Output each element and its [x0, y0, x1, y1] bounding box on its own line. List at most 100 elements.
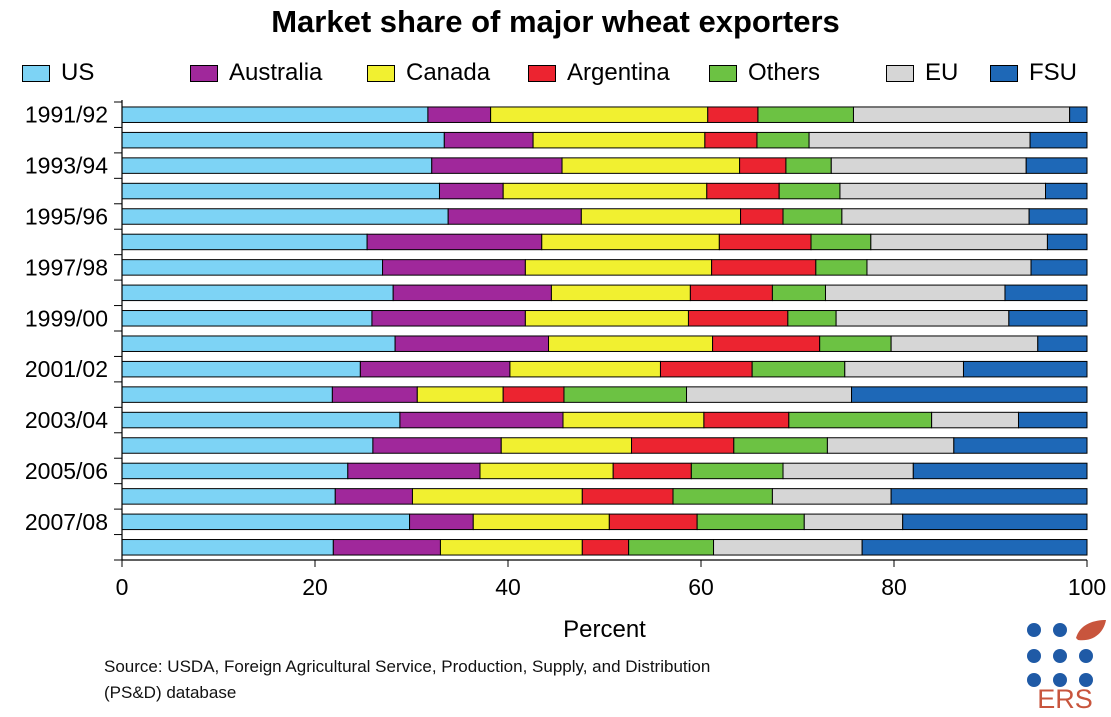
- bar-1998-99-australia: [392, 284, 552, 302]
- bar-1996-97-canada: [541, 233, 720, 251]
- bar-2005-06-us: [121, 462, 349, 480]
- bar-2000-01-argentina: [712, 335, 821, 352]
- bar-2008-09-canada: [439, 539, 583, 556]
- bar-1998-99-eu: [824, 284, 1006, 302]
- bar-2001-02-argentina: [659, 360, 753, 378]
- legend-swatch-others: [709, 64, 737, 82]
- x-axis-title: Percent: [563, 616, 646, 643]
- bar-2007-08-others: [696, 513, 805, 531]
- bar-1993-94-us: [121, 157, 433, 174]
- source-line-2: (PS&D) database: [104, 683, 237, 702]
- bar-1992-93-others: [756, 131, 810, 149]
- bar-1992-93-argentina: [704, 131, 758, 149]
- bar-2002-03-eu: [686, 386, 853, 403]
- bar-1996-97-fsu: [1046, 233, 1088, 251]
- bar-1996-97-eu: [870, 233, 1048, 251]
- bar-1997-98-us: [121, 259, 384, 276]
- x-tick-label: 100: [1068, 574, 1106, 600]
- bar-1995-96-us: [121, 208, 449, 225]
- bar-1994-95-australia: [438, 182, 504, 200]
- bar-2008-09-eu: [713, 539, 863, 556]
- bar-2003-04-argentina: [703, 411, 790, 429]
- bar-2007-08-eu: [803, 513, 904, 531]
- bar-2002-03-others: [563, 386, 688, 403]
- bar-2004-05-us: [121, 437, 374, 454]
- bar-1996-97-us: [121, 233, 368, 251]
- bar-1997-98-fsu: [1030, 259, 1088, 276]
- legend-swatch-canada: [367, 64, 395, 82]
- bar-1999-00-canada: [524, 310, 689, 327]
- legend-label-fsu: FSU: [1029, 59, 1077, 86]
- bar-1997-98-australia: [382, 259, 526, 276]
- bar-1999-00-others: [787, 310, 837, 327]
- bar-1994-95-fsu: [1045, 182, 1088, 200]
- legend-label-us: US: [61, 59, 95, 86]
- bar-1999-00-argentina: [687, 310, 789, 327]
- bar-1998-99-others: [771, 284, 826, 302]
- bar-1993-94-australia: [431, 157, 563, 174]
- legend-swatch-fsu: [990, 64, 1018, 82]
- bar-1991-92-australia: [427, 106, 492, 123]
- bar-2005-06-fsu: [912, 462, 1088, 480]
- bar-1991-92-eu: [852, 106, 1071, 123]
- y-tick-label: 1999/00: [25, 305, 108, 331]
- bar-2005-06-eu: [782, 462, 914, 480]
- bar-2004-05-fsu: [953, 437, 1088, 454]
- bar-2007-08-argentina: [608, 513, 698, 531]
- bar-2000-01-eu: [890, 335, 1039, 352]
- bar-2008-09-others: [628, 539, 715, 556]
- y-tick-label: 1993/94: [25, 153, 108, 179]
- x-tick-label: 80: [881, 574, 907, 600]
- bar-2003-04-us: [121, 411, 401, 429]
- bar-2004-05-australia: [372, 437, 502, 454]
- bar-1994-95-argentina: [706, 182, 780, 200]
- bar-2003-04-fsu: [1017, 411, 1088, 429]
- bar-2003-04-australia: [399, 411, 564, 429]
- bar-2007-08-us: [121, 513, 411, 531]
- y-tick-label: 2003/04: [25, 407, 108, 433]
- bar-2004-05-argentina: [631, 437, 735, 454]
- bar-1996-97-australia: [366, 233, 543, 251]
- bar-2008-09-us: [121, 539, 334, 556]
- bar-2004-05-canada: [500, 437, 633, 454]
- x-tick-label: 20: [302, 574, 328, 600]
- bar-1992-93-us: [121, 131, 445, 149]
- bar-1998-99-fsu: [1004, 284, 1088, 302]
- x-tick-label: 0: [116, 574, 129, 600]
- legend-item-us: US: [22, 56, 94, 90]
- bar-1999-00-australia: [371, 310, 526, 327]
- legend-swatch-argentina: [528, 64, 556, 82]
- bar-2004-05-others: [733, 437, 828, 454]
- legend-swatch-australia: [190, 64, 218, 82]
- bar-1993-94-argentina: [739, 157, 787, 174]
- bar-1992-93-canada: [532, 131, 706, 149]
- bar-1992-93-fsu: [1029, 131, 1088, 149]
- bar-1997-98-canada: [524, 259, 713, 276]
- bar-1999-00-fsu: [1008, 310, 1088, 327]
- bar-1998-99-argentina: [689, 284, 773, 302]
- bar-1999-00-eu: [835, 310, 1010, 327]
- bar-2002-03-canada: [416, 386, 504, 403]
- legend-label-eu: EU: [925, 59, 959, 86]
- leaf-icon: [1076, 620, 1106, 641]
- source-line-1: Source: USDA, Foreign Agricultural Servi…: [104, 657, 711, 676]
- legend-swatch-us: [22, 64, 50, 82]
- bar-1999-00-us: [121, 310, 373, 327]
- bar-2002-03-argentina: [502, 386, 565, 403]
- bar-2006-07-us: [121, 488, 336, 505]
- legend-item-canada: Canada: [367, 56, 490, 90]
- bar-2000-01-us: [121, 335, 396, 352]
- bar-1993-94-fsu: [1025, 157, 1088, 174]
- y-tick-label: 2005/06: [25, 458, 108, 484]
- legend-item-australia: Australia: [190, 56, 322, 90]
- x-tick-label: 40: [495, 574, 521, 600]
- bar-1995-96-fsu: [1028, 208, 1088, 225]
- bar-2003-04-eu: [931, 411, 1019, 429]
- bar-2000-01-fsu: [1037, 335, 1088, 352]
- bar-1995-96-canada: [580, 208, 742, 225]
- bar-1997-98-eu: [866, 259, 1032, 276]
- bar-2008-09-argentina: [581, 539, 630, 556]
- bar-1996-97-others: [810, 233, 872, 251]
- legend-item-fsu: FSU: [990, 56, 1077, 90]
- legend-label-argentina: Argentina: [567, 59, 670, 86]
